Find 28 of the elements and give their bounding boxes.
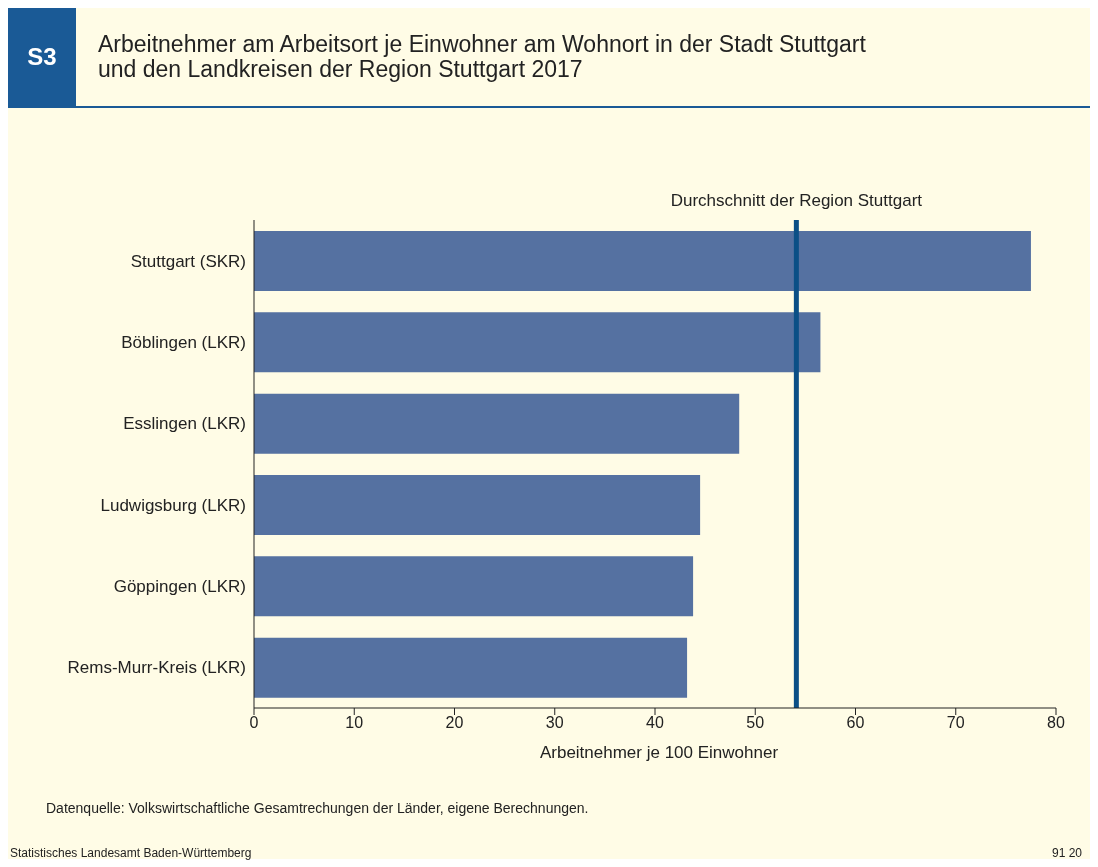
text: Datenquelle: Volkswirtschaftliche Gesamtrechungen der Länder, eigene Berechnungen. [46, 800, 589, 816]
bar [254, 393, 740, 454]
bar [254, 556, 694, 617]
x-tick-label: 50 [746, 714, 765, 732]
y-tick-label: Esslingen (LKR) [123, 414, 246, 434]
x-tick-label: 0 [249, 714, 259, 732]
x-tick-label: 30 [545, 714, 564, 732]
x-tick-label: 10 [345, 714, 364, 732]
x-tick-label: 40 [646, 714, 664, 732]
x-tick-label: 60 [846, 714, 865, 732]
y-tick-label: Stuttgart (SKR) [130, 251, 246, 271]
y-tick-label: Rems-Murr-Kreis (LKR) [67, 658, 246, 678]
bar [254, 312, 821, 373]
bar [254, 637, 688, 698]
ref-line-label: Durchschnitt der Region Stuttgart [670, 191, 923, 210]
x-tick-label: 70 [946, 714, 965, 732]
bar [254, 231, 1031, 291]
text: 91 20 [1051, 846, 1082, 860]
y-tick-label: Göppingen (LKR) [113, 577, 246, 597]
bar [254, 475, 701, 535]
text: Statistisches Landesamt Baden-Württemberg [10, 846, 252, 860]
text: S3 [8, 8, 76, 106]
x-tick-label: 20 [445, 714, 464, 732]
y-tick-label: Böblingen (LKR) [121, 333, 246, 353]
chart-title: Arbeitnehmer am Arbeitsort je Einwohner am Wohnort in der Stadt Stuttgart und den Landkreisen der Region Stuttgart 2017 [98, 31, 866, 82]
y-tick-label: Ludwigsburg (LKR) [100, 495, 246, 515]
x-tick-label: 80 [1047, 714, 1065, 732]
x-axis-title: Arbeitnehmer je 100 Einwohner [539, 743, 779, 762]
